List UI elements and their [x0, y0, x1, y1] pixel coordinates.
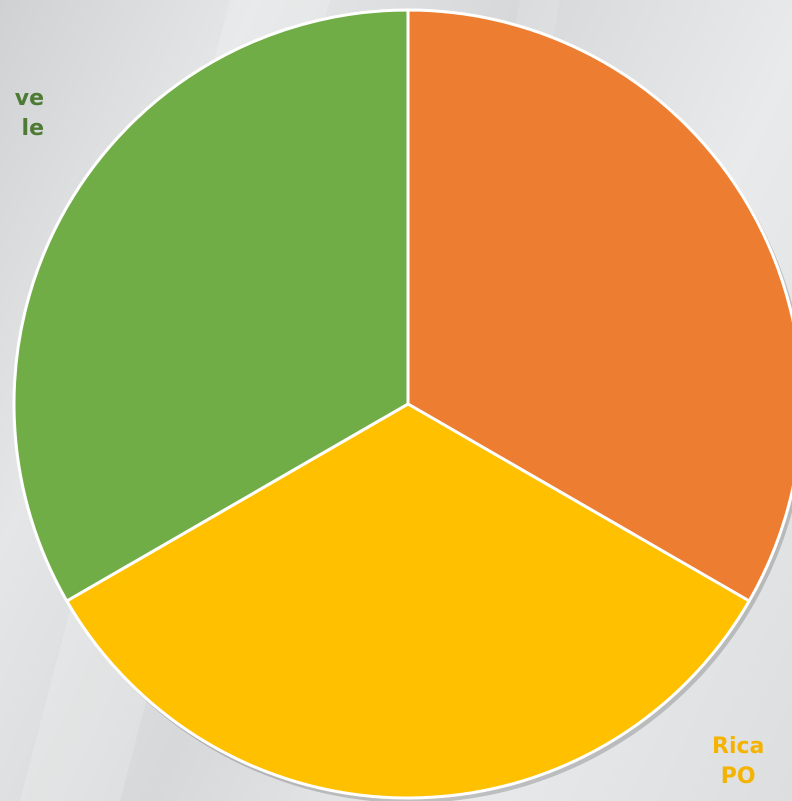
- pie-slice-green: [12, 8, 410, 603]
- pie-slices: [12, 8, 792, 801]
- slice-label-green: ve le: [14, 86, 44, 141]
- slice-label-orange: Rica PO: [712, 734, 765, 789]
